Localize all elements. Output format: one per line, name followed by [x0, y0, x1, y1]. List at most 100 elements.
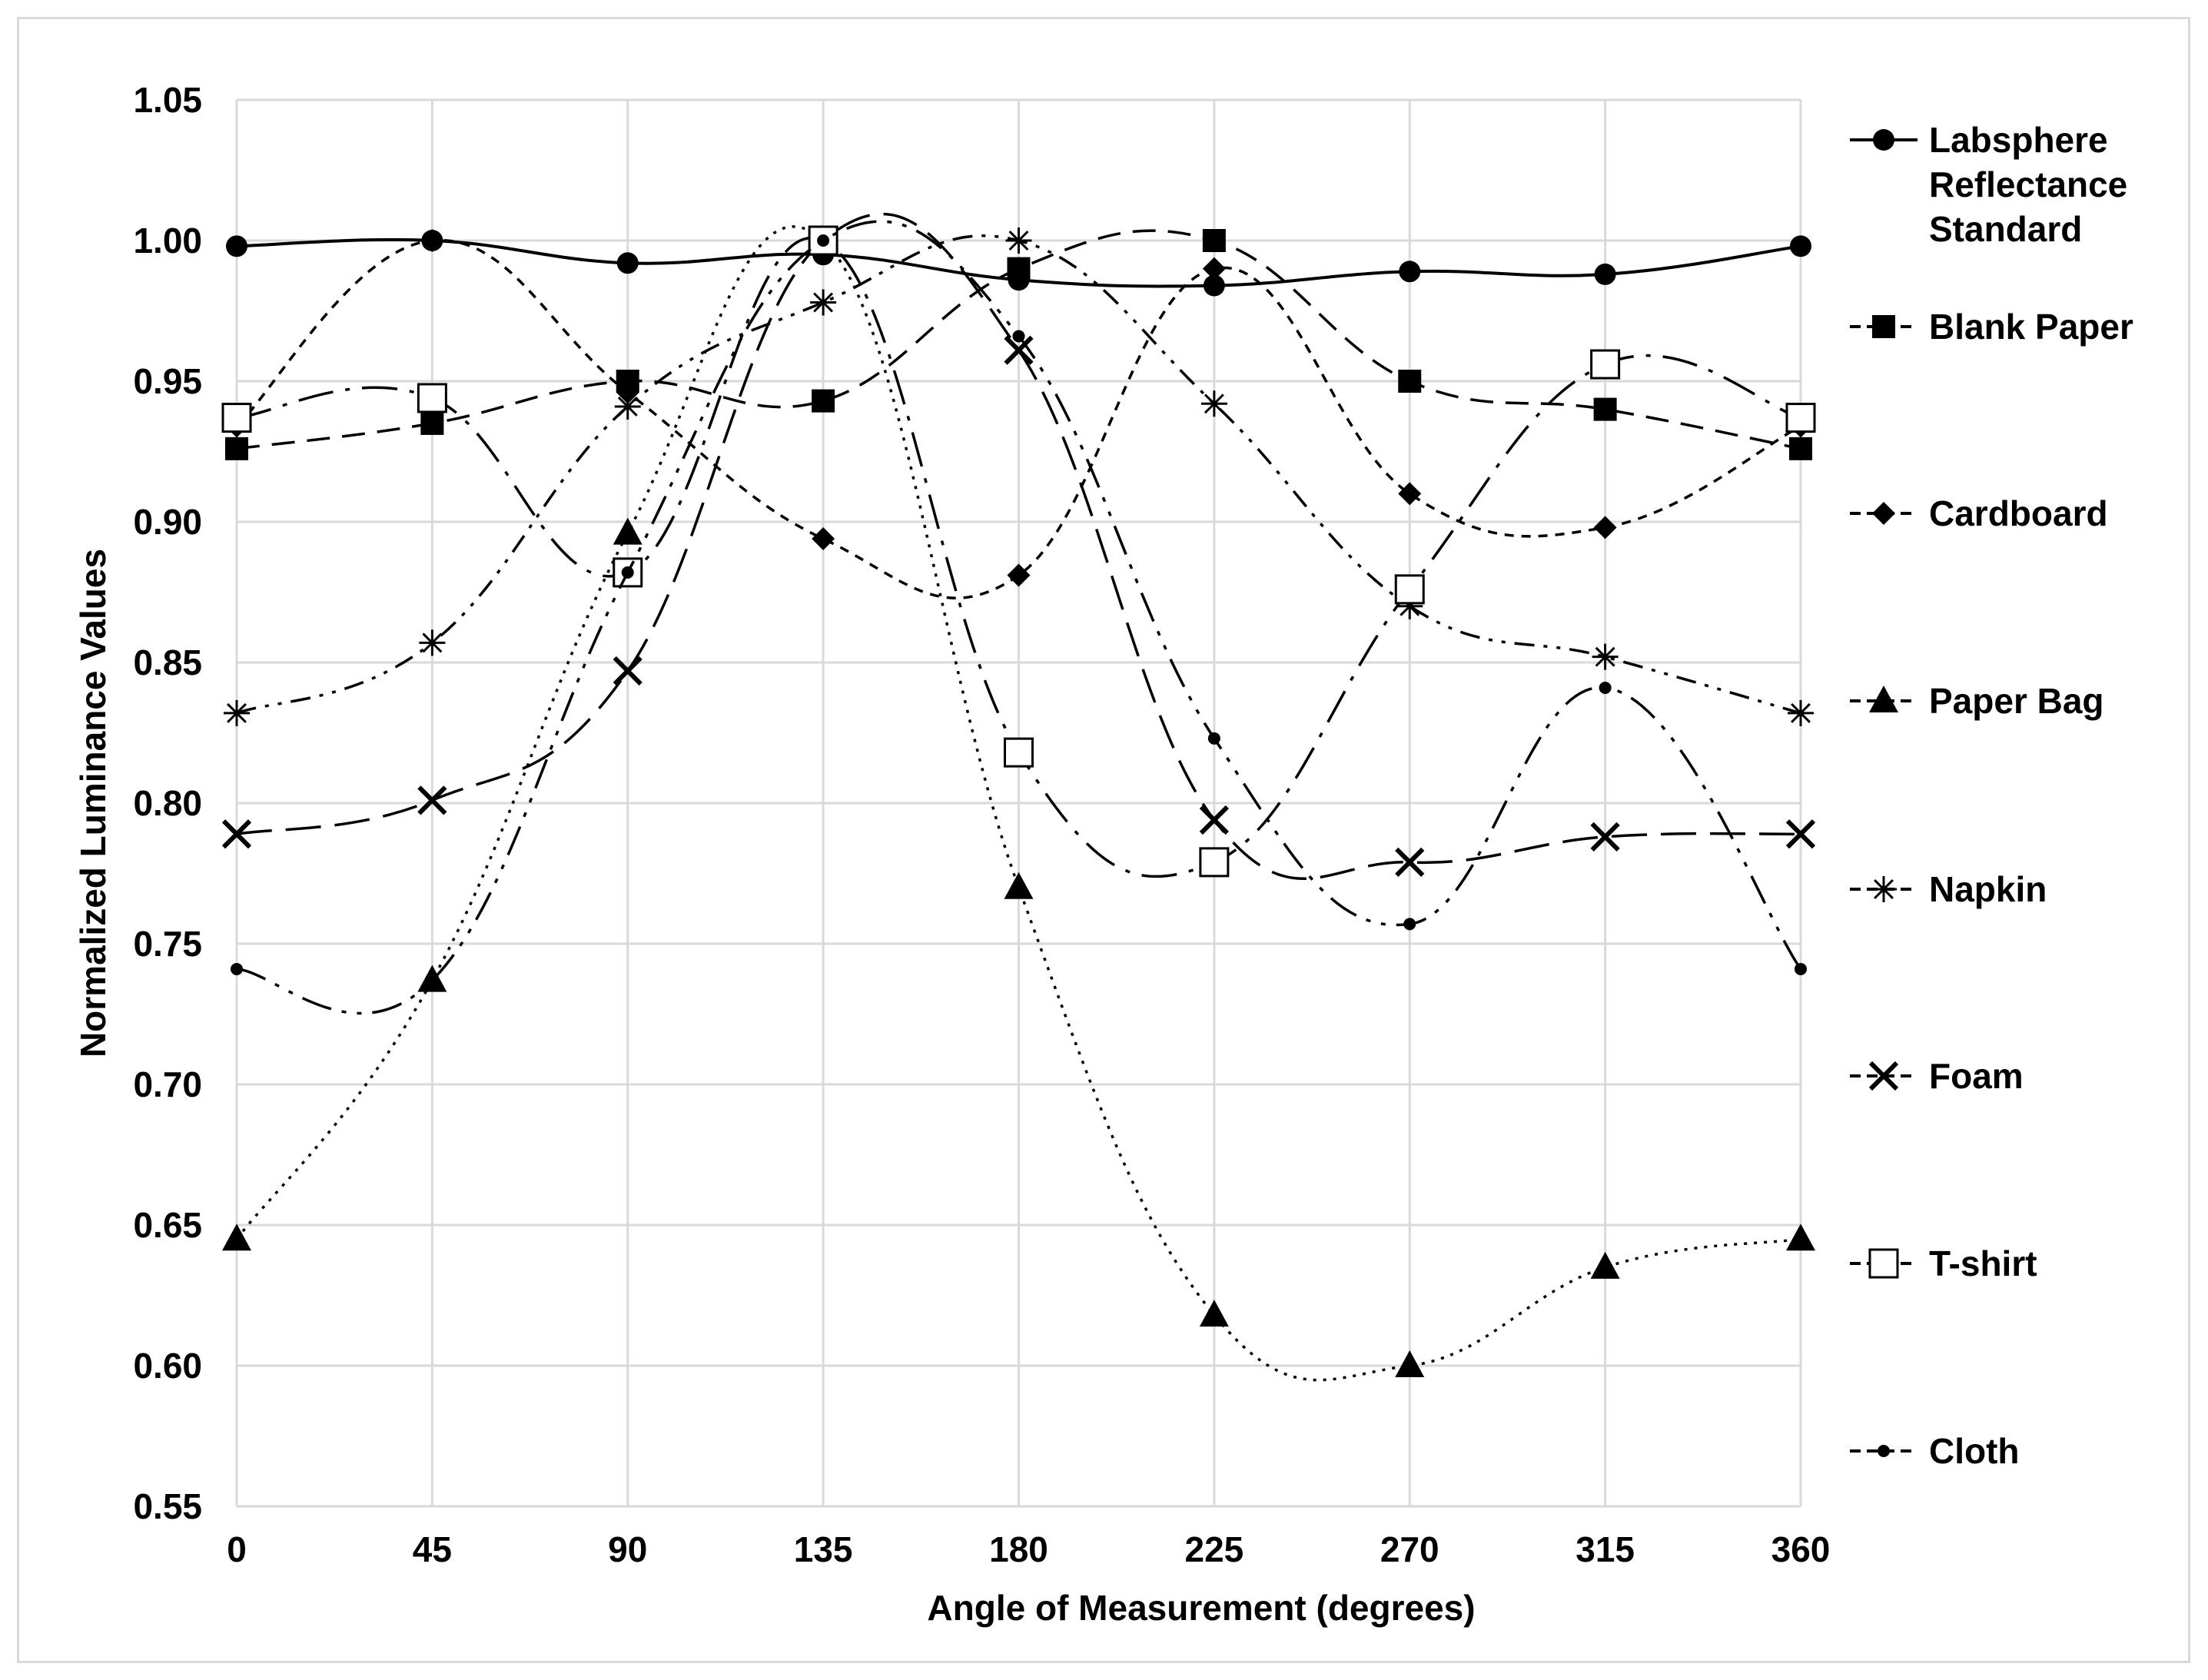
x-tick-label: 0 [227, 1529, 247, 1569]
data-point [1004, 737, 1034, 768]
data-point [613, 517, 642, 545]
legend-label: Paper Bag [1929, 681, 2104, 721]
data-point [1789, 437, 1812, 460]
x-tick-label: 270 [1380, 1529, 1439, 1569]
legend-label: Labsphere [1929, 120, 2108, 160]
data-point [1594, 263, 1616, 285]
data-point [1795, 962, 1807, 975]
y-tick-label: 0.60 [133, 1346, 202, 1386]
data-point [1199, 847, 1230, 878]
data-point [420, 411, 444, 435]
y-tick-label: 0.90 [133, 502, 202, 542]
legend-item: Napkin [1850, 869, 2047, 909]
legend-swatch-marker [1878, 1445, 1890, 1457]
x-tick-label: 315 [1575, 1529, 1635, 1569]
legend-swatch-marker [1873, 129, 1894, 151]
data-point [616, 252, 639, 274]
data-point [1599, 681, 1612, 694]
legend-swatch-marker [1868, 1248, 1899, 1279]
data-point [1199, 805, 1230, 835]
legend-swatch-marker [1868, 1061, 1899, 1091]
data-point [812, 526, 835, 550]
y-tick-label: 0.70 [133, 1064, 202, 1104]
legend-label: Blank Paper [1929, 307, 2133, 347]
legend-label: T-shirt [1929, 1243, 2037, 1283]
data-point [1202, 257, 1226, 281]
legend-item: Blank Paper [1850, 307, 2133, 347]
data-point [1007, 257, 1031, 281]
data-point [812, 389, 835, 413]
data-point [614, 393, 641, 420]
data-point [221, 819, 252, 849]
data-point [1592, 643, 1619, 670]
data-point [1007, 563, 1031, 587]
legend-label: Foam [1929, 1056, 2024, 1096]
data-point [417, 785, 447, 815]
data-point [1199, 1300, 1229, 1327]
series-line [236, 236, 1801, 878]
legend-item: Foam [1850, 1056, 2024, 1096]
data-point [231, 962, 243, 975]
data-point [1785, 403, 1816, 433]
legend-item: Paper Bag [1850, 681, 2104, 721]
series-layer [221, 212, 1816, 1382]
data-point [222, 1223, 251, 1251]
series-cloth [231, 220, 1807, 1015]
y-tick-label: 0.85 [133, 642, 202, 682]
x-tick-label: 180 [989, 1529, 1048, 1569]
data-point [1004, 335, 1034, 365]
data-point [810, 289, 837, 316]
legend-swatch-marker [1869, 686, 1898, 712]
legend-label: Cloth [1929, 1431, 2020, 1471]
legend-item: Cloth [1850, 1431, 2020, 1471]
legend-item: Cardboard [1850, 493, 2108, 533]
grid-layer [235, 98, 1802, 1508]
data-point [1005, 227, 1032, 254]
data-point [1200, 390, 1227, 417]
x-tick-label: 360 [1771, 1529, 1831, 1569]
data-point [1395, 847, 1425, 877]
data-point [1786, 1223, 1815, 1251]
data-point [1590, 349, 1621, 380]
data-point [417, 383, 447, 413]
data-point [1593, 516, 1617, 540]
y-tick-label: 0.80 [133, 783, 202, 823]
data-point [1590, 1251, 1620, 1279]
legend-label: Reflectance [1929, 164, 2127, 204]
data-point [1202, 229, 1226, 252]
x-tick-label: 90 [608, 1529, 647, 1569]
y-tick-label: 0.95 [133, 361, 202, 401]
x-tick-label: 45 [413, 1529, 452, 1569]
legend-swatch-marker [1872, 502, 1895, 525]
data-point [1785, 819, 1816, 849]
data-point [419, 629, 446, 656]
data-point [1004, 872, 1034, 899]
x-tick-label: 225 [1185, 1529, 1244, 1569]
data-point [1207, 732, 1220, 745]
x-axis-title: Angle of Measurement (degrees) [927, 1588, 1475, 1628]
series-line [235, 238, 1801, 599]
data-point [1395, 1350, 1425, 1377]
data-point [221, 403, 252, 433]
series-napkin [224, 227, 1814, 726]
legend-label: Cardboard [1929, 493, 2108, 533]
data-point [817, 234, 830, 247]
x-tick-label: 135 [794, 1529, 853, 1569]
y-tick-label: 0.75 [133, 924, 202, 964]
y-tick-label: 1.00 [133, 221, 202, 261]
data-point [616, 380, 639, 404]
data-point [1790, 235, 1811, 257]
data-point [613, 656, 642, 686]
data-point [1403, 918, 1416, 931]
data-point [621, 566, 634, 579]
y-axis-title: Normalized Luminance Values [73, 549, 113, 1057]
y-tick-label: 0.65 [133, 1205, 202, 1245]
data-point [1398, 370, 1422, 393]
data-point [1203, 274, 1225, 297]
legend-item: T-shirt [1850, 1243, 2037, 1283]
data-point [1590, 822, 1620, 852]
data-point [1593, 397, 1617, 421]
